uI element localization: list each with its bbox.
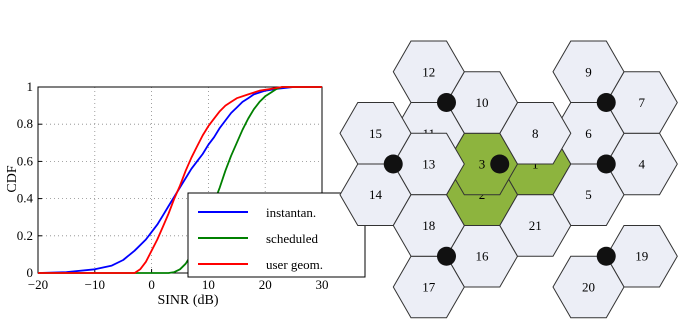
cell-20-label: 20 bbox=[582, 279, 595, 294]
cell-21-hexagon bbox=[499, 194, 572, 257]
cell-18-label: 18 bbox=[422, 218, 435, 233]
y-tick-label: 0.2 bbox=[17, 228, 33, 243]
plot-frame bbox=[37, 86, 323, 274]
series-line-instantan bbox=[37, 86, 322, 274]
cell-14-label: 14 bbox=[369, 187, 383, 202]
cdf-chart: −20 −10 0 10 20 30 0 0.2 0.4 0.6 0.8 1 SINR (dB) CD… bbox=[5, 79, 366, 308]
cell-3-label: 3 bbox=[479, 157, 486, 172]
cell-13-label: 13 bbox=[422, 157, 435, 172]
cell-5-label: 5 bbox=[585, 187, 592, 202]
cell-17-label: 17 bbox=[422, 279, 436, 294]
cell-4-label: 4 bbox=[639, 157, 646, 172]
legend: instantan. scheduled user geom. bbox=[187, 192, 366, 278]
legend-label-user-geom: user geom. bbox=[266, 257, 323, 272]
x-tick-label: 30 bbox=[316, 277, 329, 292]
cell-12-label: 12 bbox=[422, 64, 435, 79]
cell-6-label: 6 bbox=[585, 126, 592, 141]
y-tick-label: 1 bbox=[27, 79, 34, 94]
base-station-dot bbox=[596, 154, 616, 174]
series-lines bbox=[37, 86, 322, 274]
y-tick-label: 0.4 bbox=[17, 191, 34, 206]
base-station-dot bbox=[436, 246, 456, 266]
cell-10-label: 10 bbox=[476, 95, 489, 110]
base-station-dot bbox=[596, 246, 616, 266]
base-station-dot bbox=[490, 154, 510, 174]
base-station-dot bbox=[596, 93, 616, 113]
x-tick-label: 10 bbox=[202, 277, 215, 292]
y-tick-label: 0.8 bbox=[17, 116, 33, 131]
legend-label-scheduled: scheduled bbox=[266, 231, 318, 246]
hexagonal-cell-map: 123456789101112131415161718192021 bbox=[339, 40, 678, 319]
cell-19-label: 19 bbox=[635, 249, 648, 264]
base-station-dot bbox=[383, 154, 403, 174]
base-station-dot bbox=[436, 93, 456, 113]
y-axis-label: CDF bbox=[5, 165, 20, 192]
cell-9-label: 9 bbox=[585, 64, 592, 79]
legend-label-instantan: instantan. bbox=[266, 205, 316, 220]
x-tick-label: 0 bbox=[148, 277, 155, 292]
cell-15-label: 15 bbox=[369, 126, 382, 141]
cell-16-label: 16 bbox=[476, 249, 490, 264]
cell-7-label: 7 bbox=[639, 95, 646, 110]
y-tick-label: 0 bbox=[27, 265, 34, 280]
cell-8-label: 8 bbox=[532, 126, 539, 141]
x-tick-label: −10 bbox=[85, 277, 105, 292]
axis-ticks: −20 −10 0 10 20 30 0 0.2 0.4 0.6 0.8 1 bbox=[17, 79, 329, 292]
series-line-user-geom bbox=[38, 86, 322, 274]
x-axis-label: SINR (dB) bbox=[157, 293, 218, 308]
y-tick-label: 0.6 bbox=[17, 153, 34, 168]
x-tick-label: −20 bbox=[28, 277, 48, 292]
x-tick-label: 20 bbox=[259, 277, 272, 292]
cell-21-label: 21 bbox=[529, 218, 542, 233]
series-line-scheduled bbox=[38, 86, 322, 274]
